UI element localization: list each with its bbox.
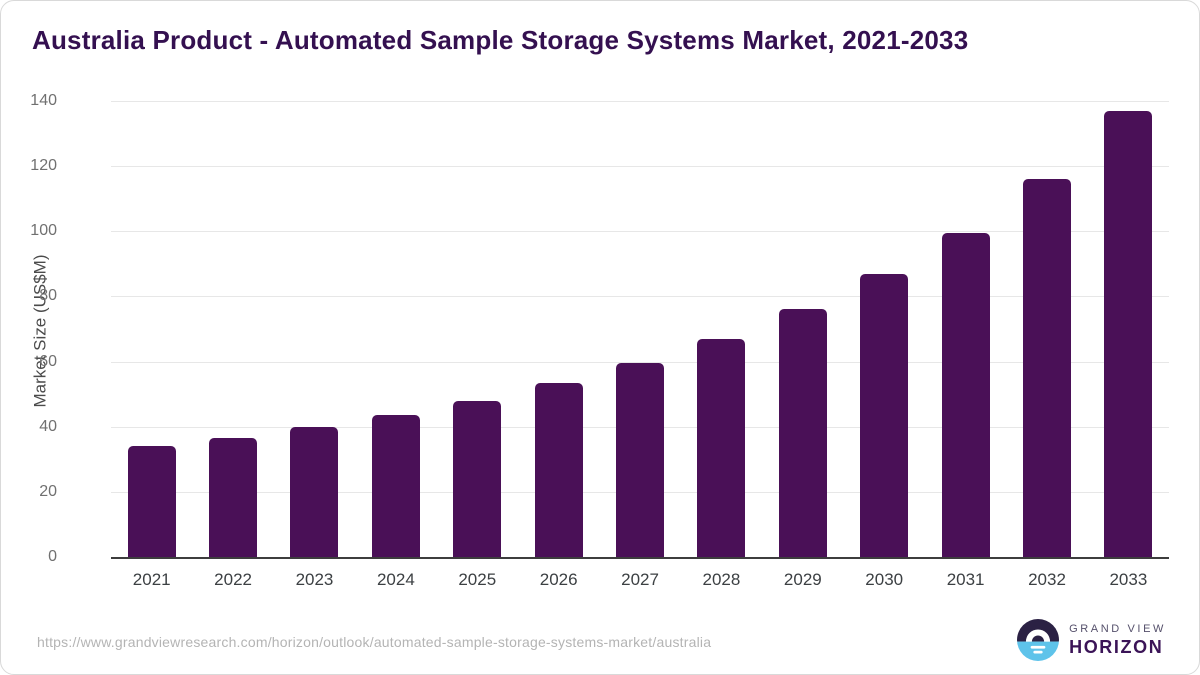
gridline-100 [111,231,1169,233]
x-tick-label-2025: 2025 [458,570,497,589]
bar-2030 [860,273,909,557]
x-tick-label-2028: 2028 [702,570,741,589]
x-tick-label-2021: 2021 [132,570,171,589]
bar-2031 [941,232,990,557]
y-tick-label-140: 140 [30,92,57,109]
x-tick-label-2024: 2024 [376,570,415,589]
y-tick-label-120: 120 [30,157,57,175]
chart-title: Australia Product - Automated Sample Sto… [32,25,969,55]
x-tick-label-2032: 2032 [1028,570,1066,589]
bar-slot-2026: 2026 [518,103,599,589]
bar-slot-2023: 2023 [274,103,355,589]
x-tick-label-2029: 2029 [783,570,822,589]
bar-2027 [616,363,665,557]
x-tick-label-2033: 2033 [1109,570,1148,589]
grand-view-horizon-logo: GRAND VIEW HORIZON [1017,619,1166,661]
bar-slot-2025: 2025 [437,103,518,589]
gridline-120 [111,166,1169,168]
y-tick-label-80: 80 [39,287,57,305]
bars-container: 2021 2022 2023 2024 2025 2026 2027 2028 2029 2030… [111,103,1169,589]
bar-slot-2033: 2033 [1088,103,1169,589]
y-tick-label-0: 0 [48,548,57,565]
x-tick-label-2023: 2023 [295,570,334,589]
bar-2033 [1104,110,1153,557]
bar-2023 [290,426,339,557]
bar-2025 [453,400,502,557]
x-tick-label-2027: 2027 [621,570,659,589]
x-tick-label-2022: 2022 [214,570,252,589]
gridline-140 [111,101,1169,102]
bar-slot-2031: 2031 [925,103,1006,589]
bar-slot-2027: 2027 [599,103,680,589]
bar-2029 [778,309,827,557]
x-tick-label-2030: 2030 [865,570,904,589]
bar-2021 [127,446,176,557]
bar-slot-2028: 2028 [681,103,762,589]
bar-slot-2021: 2021 [111,103,192,589]
y-tick-label-100: 100 [30,222,57,240]
source-url: https://www.grandviewresearch.com/horizo… [37,634,712,650]
y-tick-label-60: 60 [39,352,57,370]
logo-horizon-text: HORIZON [1069,636,1164,657]
gridline-60 [111,361,1169,363]
x-tick-label-2031: 2031 [946,570,985,589]
horizon-logo-icon [1017,619,1060,661]
bar-slot-2032: 2032 [1006,103,1087,589]
bar-2026 [534,382,583,557]
bar-slot-2029: 2029 [762,103,843,589]
logo-grand-view-text: GRAND VIEW [1069,622,1166,635]
bar-slot-2024: 2024 [355,103,436,589]
gridline-80 [111,296,1169,298]
bar-slot-2022: 2022 [192,103,273,589]
bar-2032 [1022,179,1071,557]
y-tick-label-20: 20 [39,482,57,500]
bar-2022 [209,438,258,557]
y-tick-label-40: 40 [39,417,57,435]
bar-slot-2030: 2030 [844,103,925,589]
plot-area: 0 20 40 60 80 100 120 140 2021 2022 2023 2024 2025 2… [30,93,1169,589]
bar-2024 [371,415,420,557]
x-tick-label-2026: 2026 [539,570,578,589]
bar-2028 [697,338,746,557]
logo-wordmark: GRAND VIEW HORIZON [1069,623,1166,658]
